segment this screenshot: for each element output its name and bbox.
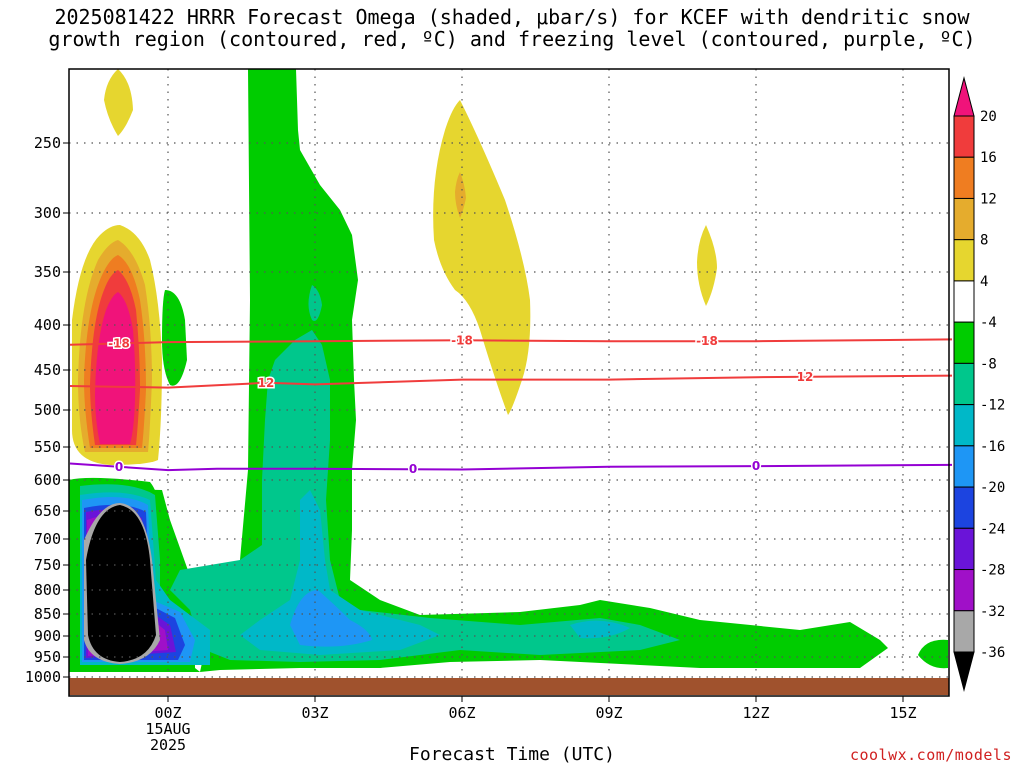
colorbar-label: -16 bbox=[980, 439, 1005, 455]
colorbar-swatch bbox=[953, 156, 975, 199]
y-tick-label: 650 bbox=[34, 502, 61, 520]
colorbar-swatch bbox=[953, 610, 975, 653]
contour-dendritic--12 bbox=[69, 374, 953, 389]
colorbar-swatch bbox=[953, 321, 975, 364]
title-line-1: 2025081422 HRRR Forecast Omega (shaded, … bbox=[54, 5, 970, 29]
omega-region-minus12 bbox=[240, 490, 440, 655]
colorbar-top-arrow bbox=[953, 76, 975, 117]
colorbar-label: -28 bbox=[980, 563, 1005, 579]
colorbar-label: -20 bbox=[980, 480, 1005, 496]
y-tick-label: 300 bbox=[34, 204, 61, 222]
omega-region-minus16 bbox=[290, 590, 372, 647]
x-tick-label: 06Z bbox=[448, 704, 475, 722]
y-tick-label: 700 bbox=[34, 530, 61, 548]
colorbar-swatch bbox=[953, 115, 975, 158]
omega-region-plus8-mid bbox=[455, 172, 466, 218]
y-tick-label: 850 bbox=[34, 605, 61, 623]
colorbar-bottom-arrow bbox=[953, 651, 975, 692]
colorbar-swatch bbox=[953, 486, 975, 529]
colorbar-swatch bbox=[953, 280, 975, 323]
contour-freezing-level bbox=[69, 462, 953, 472]
colorbar-swatch bbox=[953, 197, 975, 241]
omega-shading bbox=[69, 69, 948, 672]
y-tick-label: 900 bbox=[34, 627, 61, 645]
colorbar-label: -12 bbox=[980, 398, 1005, 414]
plot-frame bbox=[68, 68, 950, 697]
x-tick-label: 09Z bbox=[595, 704, 622, 722]
omega-region-minus4-left-col bbox=[162, 290, 187, 386]
y-tick-label: 400 bbox=[34, 316, 61, 334]
y-tick-label: 800 bbox=[34, 581, 61, 599]
contour-label: 0 bbox=[409, 462, 417, 476]
colorbar-label: -4 bbox=[980, 315, 997, 331]
colorbar-swatch bbox=[953, 527, 975, 571]
contour-label: 12 bbox=[258, 376, 275, 390]
colorbar-swatch bbox=[953, 569, 975, 612]
colorbar-label: 12 bbox=[980, 191, 997, 207]
y-tick-label: 350 bbox=[34, 263, 61, 281]
colorbar-label: 16 bbox=[980, 150, 997, 166]
omega-region-minus12-b bbox=[570, 620, 630, 639]
colorbar-label: 4 bbox=[980, 274, 988, 290]
contour-label: 0 bbox=[752, 459, 760, 473]
y-tick-label: 250 bbox=[34, 134, 61, 152]
omega-region-plus20 bbox=[95, 292, 136, 444]
y-tick-label: 750 bbox=[34, 556, 61, 574]
y-tick-label: 1000 bbox=[25, 668, 61, 686]
omega-region-plus4-mid bbox=[433, 100, 531, 415]
colorbar-label: 8 bbox=[980, 233, 988, 249]
y-axis: 250 300 350 400 450 500 550 600 650 700 750 800 850 9… bbox=[25, 134, 69, 686]
surface-terrain bbox=[69, 678, 949, 695]
x-date-label: 15AUG bbox=[145, 720, 190, 738]
colorbar-swatch bbox=[953, 445, 975, 488]
colorbar-label: -36 bbox=[980, 645, 1005, 661]
colorbar-label: -32 bbox=[980, 604, 1005, 620]
y-tick-label: 550 bbox=[34, 438, 61, 456]
contour-label: 0 bbox=[115, 460, 123, 474]
x-tick-label: 12Z bbox=[742, 704, 769, 722]
contour-label: -18 bbox=[108, 336, 130, 350]
contour-label: -18 bbox=[451, 333, 473, 347]
omega-region-minus36 bbox=[86, 505, 156, 662]
colorbar-swatch bbox=[953, 362, 975, 406]
x-date-label: 2025 bbox=[150, 736, 186, 754]
x-tick-label: 00Z bbox=[154, 704, 181, 722]
x-axis-title: Forecast Time (UTC) bbox=[409, 744, 615, 765]
y-tick-label: 600 bbox=[34, 471, 61, 489]
omega-region-plus4-top bbox=[104, 69, 133, 136]
contour-dendritic--18 bbox=[69, 338, 953, 346]
title-line-2: growth region (contoured, red, ºC) and f… bbox=[48, 27, 976, 51]
credit-link[interactable]: coolwx.com/models bbox=[849, 746, 1012, 764]
colorbar-label: 20 bbox=[980, 109, 997, 125]
omega-region-plus4-right bbox=[697, 225, 717, 306]
colorbar: 20 16 12 8 4 -4 -8 -12 -16 -20 -24 -28 -32 -36 bbox=[953, 76, 1005, 692]
colorbar-swatch bbox=[953, 239, 975, 282]
colorbar-swatch bbox=[953, 404, 975, 447]
contour-label: 12 bbox=[797, 370, 814, 384]
x-tick-label: 15Z bbox=[889, 704, 916, 722]
x-tick-label: 03Z bbox=[301, 704, 328, 722]
colorbar-label: -24 bbox=[980, 521, 1005, 537]
y-tick-label: 500 bbox=[34, 401, 61, 419]
y-tick-label: 450 bbox=[34, 361, 61, 379]
colorbar-label: -8 bbox=[980, 356, 997, 372]
omega-region-minus4-right bbox=[918, 639, 948, 669]
contour-lines: -18 -18 -18 12 12 0 0 0 bbox=[69, 332, 953, 478]
contour-label: -18 bbox=[696, 334, 718, 348]
chart-title: 2025081422 HRRR Forecast Omega (shaded, … bbox=[0, 6, 1024, 50]
y-tick-label: 950 bbox=[34, 648, 61, 666]
